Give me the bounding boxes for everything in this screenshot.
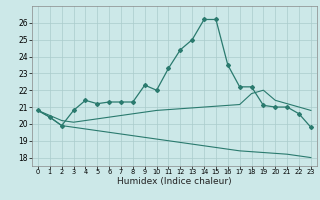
X-axis label: Humidex (Indice chaleur): Humidex (Indice chaleur) [117, 177, 232, 186]
